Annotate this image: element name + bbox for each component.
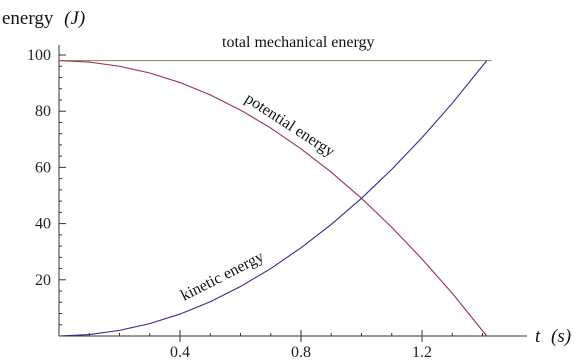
series-line-kinetic-energy xyxy=(58,60,488,337)
series-line-potential-energy xyxy=(58,60,488,337)
annotation-potential-energy: potential energy xyxy=(242,90,338,160)
x-axis-label-unit: (s) xyxy=(551,326,571,347)
axis-ticks: 0.4 0.8 1.2 20 40 60 80 100 xyxy=(27,47,483,361)
y-tick-label: 60 xyxy=(35,159,51,176)
y-tick-label: 80 xyxy=(35,103,51,120)
x-axis-label-var: t xyxy=(535,326,541,347)
x-axis-label: t (s) xyxy=(535,326,571,347)
y-tick-label: 100 xyxy=(27,47,51,64)
y-axis-label-unit: (J) xyxy=(64,8,85,29)
y-axis-label-word: energy xyxy=(2,8,54,29)
x-tick-label: 1.2 xyxy=(412,344,432,361)
y-tick-label: 40 xyxy=(35,216,51,233)
series-layer xyxy=(58,60,492,337)
y-tick-label: 20 xyxy=(35,272,51,289)
x-tick-label: 0.4 xyxy=(170,344,190,361)
y-axis-label: energy (J) xyxy=(2,8,85,29)
annotation-total-mechanical-energy: total mechanical energy xyxy=(222,34,375,51)
x-tick-label: 0.8 xyxy=(291,344,311,361)
